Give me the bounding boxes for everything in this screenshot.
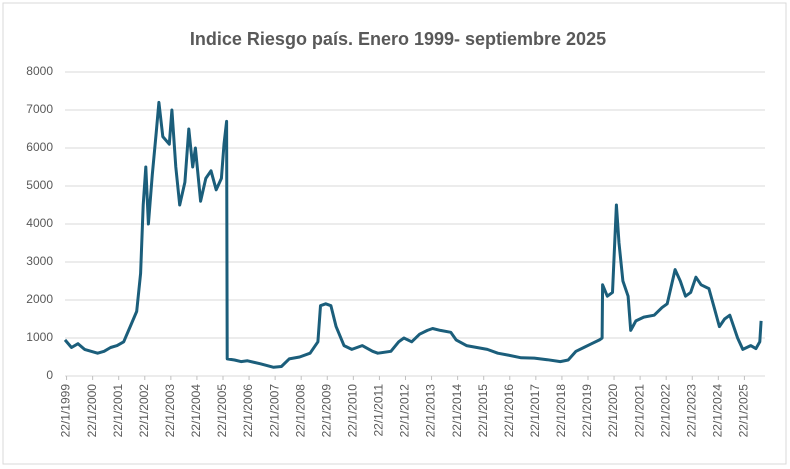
- x-tick-label: 22/1/2017: [528, 384, 542, 438]
- x-tick-label: 22/1/2025: [737, 384, 751, 438]
- y-tick-label: 1000: [26, 330, 53, 344]
- y-tick-label: 8000: [26, 64, 53, 78]
- x-tick-label: 22/1/1999: [59, 384, 73, 438]
- x-tick-label: 22/1/2005: [215, 384, 229, 438]
- x-tick-label: 22/1/2014: [450, 384, 464, 438]
- chart-title: Indice Riesgo país. Enero 1999- septiemb…: [190, 29, 606, 49]
- x-tick-label: 22/1/2011: [372, 384, 386, 437]
- data-line: [63, 100, 763, 369]
- x-tick-label: 22/1/2020: [606, 384, 620, 438]
- x-tick-label: 22/1/2016: [502, 384, 516, 438]
- x-tick-label: 22/1/2009: [319, 384, 333, 438]
- x-tick-label: 22/1/2019: [580, 384, 594, 438]
- x-tick-label: 22/1/2018: [554, 384, 568, 438]
- x-tick-label: 22/1/2024: [711, 384, 725, 438]
- x-tick-label: 22/1/2000: [85, 384, 99, 438]
- y-tick-label: 6000: [26, 140, 53, 154]
- x-tick-label: 22/1/2013: [424, 384, 438, 438]
- x-tick-label: 22/1/2021: [632, 384, 646, 438]
- x-tick-label: 22/1/2015: [476, 384, 490, 438]
- y-tick-label: 3000: [26, 254, 53, 268]
- x-tick-label: 22/1/2001: [111, 384, 125, 438]
- y-tick-label: 5000: [26, 178, 53, 192]
- x-tick-label: 22/1/2007: [267, 384, 281, 438]
- x-tick-label: 22/1/2012: [398, 384, 412, 438]
- x-tick-label: 22/1/2008: [293, 384, 307, 438]
- y-tick-label: 4000: [26, 216, 53, 230]
- x-tick-label: 22/1/2010: [346, 384, 360, 438]
- y-tick-label: 2000: [26, 292, 53, 306]
- x-tick-label: 22/1/2022: [658, 384, 672, 438]
- x-tick-label: 22/1/2004: [189, 384, 203, 438]
- y-tick-label: 7000: [26, 102, 53, 116]
- x-tick-label: 22/1/2002: [137, 384, 151, 438]
- x-tick-label: 22/1/2023: [684, 384, 698, 438]
- y-tick-label: 0: [46, 368, 53, 382]
- x-tick-label: 22/1/2006: [241, 384, 255, 438]
- x-tick-label: 22/1/2003: [163, 384, 177, 438]
